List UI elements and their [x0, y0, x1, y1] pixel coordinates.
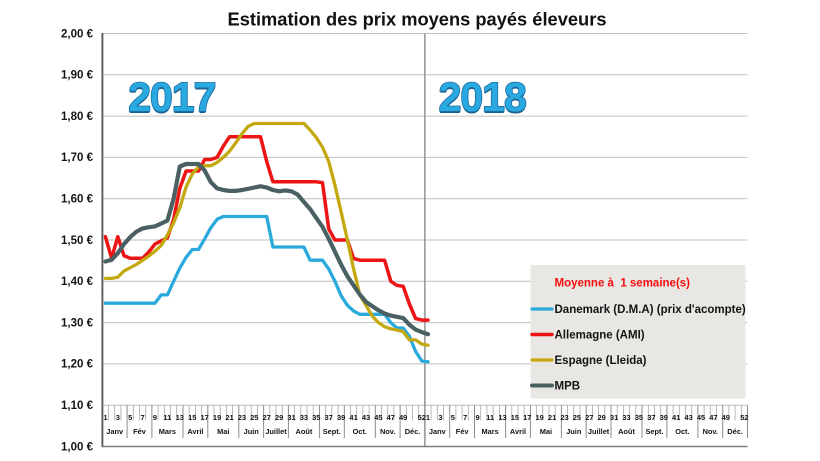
svg-text:39: 39: [660, 413, 668, 422]
svg-text:47: 47: [387, 413, 395, 422]
svg-text:17: 17: [523, 413, 531, 422]
svg-text:1: 1: [426, 413, 430, 422]
svg-text:Juillet: Juillet: [588, 427, 610, 436]
svg-text:2018: 2018: [439, 74, 526, 120]
svg-text:1,10 €: 1,10 €: [61, 400, 94, 412]
svg-text:39: 39: [337, 413, 345, 422]
svg-text:Oct.: Oct.: [353, 427, 367, 436]
svg-text:Avril: Avril: [510, 427, 526, 436]
svg-text:9: 9: [153, 413, 157, 422]
svg-text:1,50 €: 1,50 €: [61, 235, 94, 247]
svg-text:41: 41: [672, 413, 680, 422]
svg-text:Janv: Janv: [429, 427, 447, 436]
svg-text:Sept.: Sept.: [323, 427, 341, 436]
svg-text:Nov.: Nov.: [380, 427, 395, 436]
svg-text:Fév: Fév: [133, 427, 147, 436]
svg-text:1,80 €: 1,80 €: [61, 111, 94, 123]
svg-text:35: 35: [635, 413, 643, 422]
svg-text:43: 43: [362, 413, 370, 422]
svg-text:27: 27: [585, 413, 593, 422]
svg-text:15: 15: [188, 413, 196, 422]
svg-text:Juin: Juin: [566, 427, 582, 436]
svg-text:21: 21: [225, 413, 233, 422]
svg-text:41: 41: [349, 413, 357, 422]
svg-text:Janv: Janv: [106, 427, 124, 436]
svg-text:11: 11: [486, 413, 494, 422]
svg-text:33: 33: [622, 413, 630, 422]
svg-text:Août: Août: [295, 427, 312, 436]
svg-text:49: 49: [399, 413, 407, 422]
svg-text:9: 9: [476, 413, 480, 422]
svg-text:Mars: Mars: [481, 427, 498, 436]
svg-text:11: 11: [163, 413, 171, 422]
svg-text:1,20 €: 1,20 €: [61, 359, 94, 371]
svg-text:23: 23: [238, 413, 246, 422]
svg-text:37: 37: [647, 413, 655, 422]
svg-text:Août: Août: [618, 427, 635, 436]
svg-text:Avril: Avril: [187, 427, 203, 436]
svg-text:31: 31: [287, 413, 295, 422]
svg-text:7: 7: [463, 413, 467, 422]
svg-text:45: 45: [374, 413, 382, 422]
svg-text:52: 52: [418, 413, 426, 422]
svg-text:Moyenne à 1 semaine(s): Moyenne à 1 semaine(s): [555, 278, 691, 290]
svg-text:Mai: Mai: [217, 427, 229, 436]
svg-text:1,90 €: 1,90 €: [61, 70, 94, 82]
svg-text:52: 52: [740, 413, 748, 422]
svg-text:47: 47: [709, 413, 717, 422]
svg-text:25: 25: [573, 413, 581, 422]
svg-text:2,00 €: 2,00 €: [61, 28, 94, 40]
svg-text:Oct.: Oct.: [675, 427, 689, 436]
svg-text:Nov.: Nov.: [703, 427, 718, 436]
svg-text:3: 3: [438, 413, 442, 422]
svg-text:1,70 €: 1,70 €: [61, 152, 94, 164]
svg-text:2018: 2018: [439, 76, 526, 122]
svg-text:35: 35: [312, 413, 320, 422]
svg-text:1,60 €: 1,60 €: [61, 194, 94, 206]
svg-text:7: 7: [141, 413, 145, 422]
svg-text:Espagne (Lleida): Espagne (Lleida): [555, 355, 647, 367]
svg-text:43: 43: [684, 413, 692, 422]
svg-text:Juin: Juin: [244, 427, 260, 436]
svg-text:49: 49: [722, 413, 730, 422]
svg-text:Estimation des prix moyens pay: Estimation des prix moyens payés éleveur…: [228, 9, 607, 30]
svg-text:Danemark (D.M.A) (prix d'acomp: Danemark (D.M.A) (prix d'acompte): [555, 304, 746, 316]
svg-text:29: 29: [598, 413, 606, 422]
svg-text:Déc.: Déc.: [727, 427, 743, 436]
svg-text:2017: 2017: [128, 76, 215, 122]
svg-text:Déc.: Déc.: [405, 427, 421, 436]
svg-text:2017: 2017: [128, 74, 215, 120]
svg-text:31: 31: [610, 413, 618, 422]
svg-text:5: 5: [128, 413, 132, 422]
svg-text:25: 25: [250, 413, 258, 422]
svg-text:17: 17: [201, 413, 209, 422]
svg-text:27: 27: [263, 413, 271, 422]
svg-text:23: 23: [560, 413, 568, 422]
svg-text:3: 3: [116, 413, 120, 422]
svg-text:Fév: Fév: [456, 427, 470, 436]
svg-text:13: 13: [498, 413, 506, 422]
svg-text:29: 29: [275, 413, 283, 422]
svg-text:MPB: MPB: [555, 381, 581, 393]
svg-text:19: 19: [213, 413, 221, 422]
svg-text:37: 37: [325, 413, 333, 422]
svg-text:Sept.: Sept.: [645, 427, 663, 436]
svg-text:Allemagne (AMI): Allemagne (AMI): [555, 330, 645, 342]
svg-text:45: 45: [697, 413, 705, 422]
svg-text:Mai: Mai: [540, 427, 552, 436]
svg-text:33: 33: [300, 413, 308, 422]
svg-text:1,40 €: 1,40 €: [61, 276, 94, 288]
svg-text:1: 1: [103, 413, 107, 422]
svg-text:1,00 €: 1,00 €: [61, 441, 94, 453]
svg-text:15: 15: [511, 413, 519, 422]
svg-text:Juillet: Juillet: [265, 427, 287, 436]
svg-text:21: 21: [548, 413, 556, 422]
svg-text:Mars: Mars: [159, 427, 176, 436]
svg-text:19: 19: [536, 413, 544, 422]
svg-text:1,30 €: 1,30 €: [61, 317, 94, 329]
svg-text:5: 5: [451, 413, 455, 422]
svg-text:13: 13: [176, 413, 184, 422]
